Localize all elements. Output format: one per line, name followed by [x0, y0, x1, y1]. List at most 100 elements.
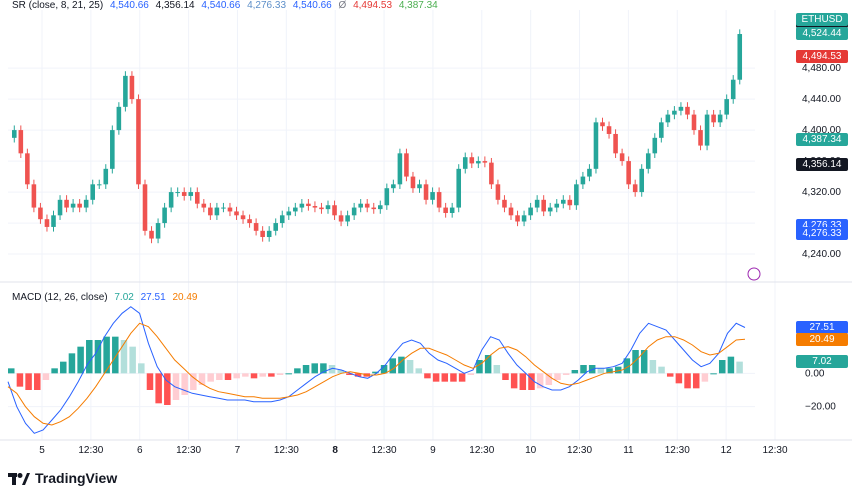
candle-body — [462, 157, 468, 169]
candle-body — [293, 207, 298, 212]
candle-body — [351, 207, 357, 216]
candle-body — [698, 130, 703, 146]
alert-lightning-icon — [747, 267, 761, 281]
candle-body — [253, 223, 259, 231]
candle-body — [221, 207, 226, 209]
macd-histogram-bar — [389, 358, 397, 374]
candle-body — [384, 188, 390, 206]
candle-body — [31, 184, 37, 208]
candle-body — [227, 207, 233, 212]
candle-body — [593, 122, 599, 169]
candle-body — [188, 192, 194, 196]
candle-body — [404, 153, 409, 177]
candle-body — [358, 203, 363, 208]
macd-histogram-bar — [701, 373, 709, 382]
macd-value-signal: 20.49 — [172, 292, 198, 303]
macd-histogram-bar — [441, 373, 449, 382]
macd-histogram-bar — [60, 361, 67, 374]
macd-histogram-bar — [259, 373, 266, 377]
macd-histogram-bar — [242, 373, 249, 377]
tradingview-logo: TradingView — [8, 470, 117, 486]
price-level-tag: 4,356.14 — [796, 157, 848, 171]
candle-body — [103, 168, 109, 185]
time-tick-label: 12:30 — [274, 445, 299, 456]
macd-histogram-bar — [311, 363, 318, 374]
macd-histogram-bar — [138, 363, 145, 374]
macd-histogram-bar — [510, 373, 518, 389]
macd-histogram-bar — [77, 346, 84, 374]
macd-histogram-bar — [112, 336, 119, 374]
macd-histogram-bar — [606, 368, 613, 374]
candle-body — [495, 184, 501, 200]
macd-histogram-bar — [224, 373, 232, 380]
macd-histogram-bar — [380, 365, 388, 374]
candle-body — [57, 199, 63, 216]
tradingview-logo-icon — [8, 472, 30, 485]
macd-legend: MACD (12, 26, close) 7.02 27.51 20.49 — [12, 292, 201, 303]
candle-body — [306, 203, 311, 207]
candle-body — [639, 168, 645, 193]
time-tick-label: 6 — [137, 445, 143, 456]
macd-histogram-bar — [562, 373, 570, 375]
price-level-tag: 4,524.44 — [796, 27, 848, 41]
macd-histogram-bar — [406, 360, 414, 374]
macd-label: MACD (12, 26, close) — [12, 292, 108, 303]
price-tick-label: 4,240.00 — [802, 249, 841, 260]
candle-body — [234, 211, 239, 216]
macd-histogram-bar — [571, 370, 579, 374]
macd-histogram-bar — [164, 373, 171, 405]
time-tick-label: 12:30 — [762, 445, 787, 456]
candle-body — [665, 114, 671, 123]
macd-histogram-bar — [94, 340, 102, 374]
candle-body — [502, 199, 507, 208]
macd-tick-label: −20.00 — [805, 402, 836, 413]
candle-body — [51, 215, 56, 227]
candle-body — [645, 153, 651, 169]
macd-histogram-bar — [554, 373, 561, 380]
macd-histogram-bar — [727, 356, 735, 374]
candle-body — [606, 126, 612, 134]
candle-body — [18, 130, 24, 154]
candle-body — [247, 219, 252, 224]
macd-histogram-bar — [328, 365, 336, 374]
time-tick-label: 10 — [525, 445, 537, 456]
macd-histogram-bar — [294, 368, 301, 374]
macd-histogram-bar — [320, 363, 327, 374]
price-tick-label: 4,440.00 — [802, 94, 841, 105]
macd-histogram-bar — [268, 373, 275, 377]
candle-body — [195, 192, 200, 204]
macd-histogram-bar — [614, 366, 622, 374]
macd-histogram-bar — [250, 373, 258, 379]
candle-body — [142, 184, 148, 231]
macd-tick-label: 0.00 — [805, 368, 825, 379]
candle-body — [136, 99, 141, 185]
candle-body — [619, 153, 625, 162]
candle-body — [541, 199, 546, 212]
sr-zero-symbol: Ø — [338, 0, 347, 11]
macd-histogram-bar — [372, 371, 379, 374]
price-level-tag: 4,276.33 — [796, 227, 848, 241]
macd-histogram-bar — [467, 373, 475, 375]
candle-body — [371, 207, 377, 210]
macd-value-line: 27.51 — [140, 292, 166, 303]
macd-histogram-bar — [424, 373, 431, 379]
candle-body — [423, 184, 429, 200]
macd-histogram-bar — [198, 373, 206, 385]
macd-histogram-bar — [649, 360, 657, 374]
macd-histogram-bar — [129, 346, 136, 374]
candle-body — [508, 207, 514, 216]
time-tick-label: 9 — [430, 445, 436, 456]
sr-legend: SR (close, 8, 21, 25) 4,540.66 4,356.14 … — [12, 0, 442, 11]
candle-body — [260, 230, 265, 238]
candle-body — [567, 199, 573, 206]
candle-body — [587, 168, 592, 177]
macd-histogram-bar — [623, 358, 631, 374]
candle-body — [325, 205, 331, 210]
macd-histogram-bar — [34, 373, 41, 390]
candle-body — [25, 153, 30, 185]
candle-body — [96, 184, 102, 186]
macd-histogram-bar — [415, 368, 423, 374]
candle-body — [626, 161, 631, 185]
candle-body — [162, 207, 167, 224]
